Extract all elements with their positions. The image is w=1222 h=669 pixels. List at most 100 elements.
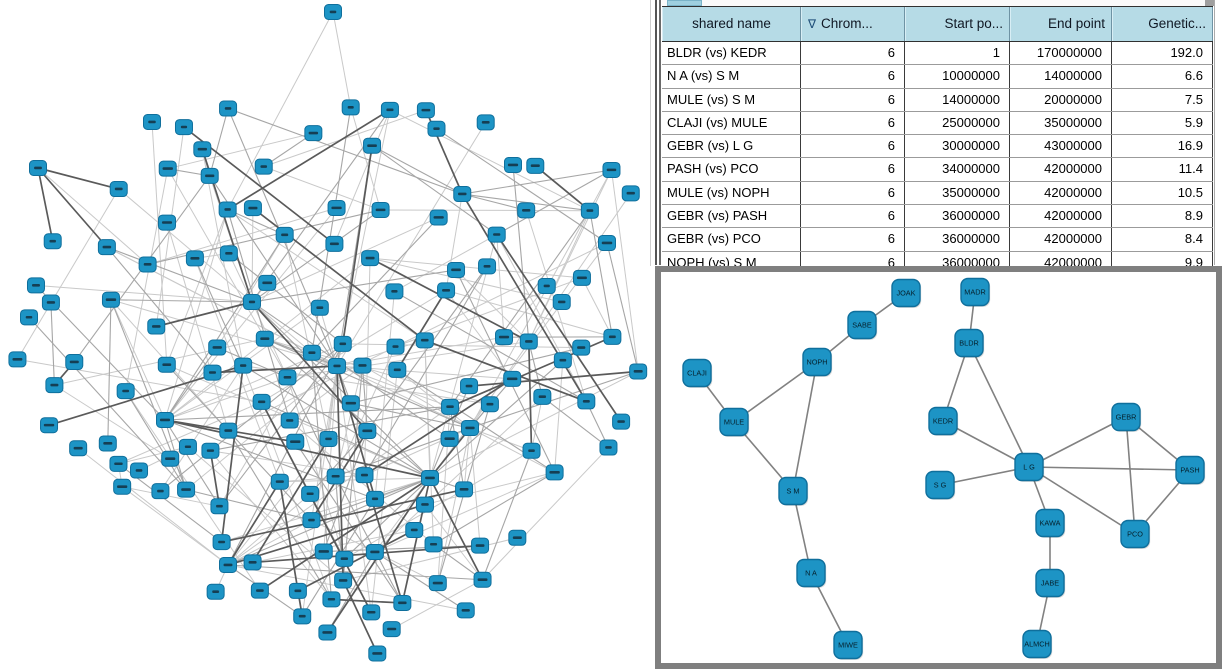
network-node[interactable]	[151, 483, 170, 500]
network-node-pash[interactable]: PASH	[1175, 455, 1206, 485]
network-node[interactable]	[388, 361, 407, 378]
network-node[interactable]	[380, 101, 399, 118]
table-cell[interactable]: 14000000	[1010, 65, 1112, 88]
network-node-pco[interactable]: PCO	[1120, 519, 1151, 549]
network-node[interactable]	[517, 202, 536, 219]
network-node[interactable]	[212, 534, 231, 551]
table-cell[interactable]: BLDR (vs) KEDR	[662, 42, 801, 65]
table-cell[interactable]: 42000000	[1010, 158, 1112, 181]
table-row[interactable]: MULE (vs) NOPH 6 35000000 42000000 10.5	[662, 181, 1213, 206]
network-node[interactable]	[193, 141, 212, 158]
network-node[interactable]	[143, 114, 161, 130]
network-node[interactable]	[382, 621, 401, 638]
network-node[interactable]	[219, 557, 237, 573]
network-node-claji[interactable]: CLAJI	[682, 358, 713, 388]
table-row[interactable]: BLDR (vs) KEDR 6 1 170000000 192.0	[662, 42, 1213, 66]
network-node-kedr[interactable]: KEDR	[928, 406, 959, 436]
network-node[interactable]	[629, 363, 648, 380]
network-node[interactable]	[218, 201, 237, 218]
network-node[interactable]	[210, 498, 229, 515]
network-node[interactable]	[371, 201, 390, 218]
table-cell[interactable]: 5.9	[1112, 111, 1213, 135]
network-node[interactable]	[427, 120, 446, 137]
network-node[interactable]	[219, 422, 238, 439]
table-cell[interactable]: 42000000	[1010, 228, 1112, 251]
table-cell[interactable]: 8.4	[1112, 228, 1213, 251]
network-node[interactable]	[437, 282, 456, 299]
table-cell[interactable]: 42000000	[1010, 251, 1112, 274]
scroll-fragment-blue[interactable]	[667, 0, 702, 6]
table-cell[interactable]: NOPH (vs) S M	[662, 251, 801, 274]
network-node[interactable]	[109, 455, 128, 472]
table-cell[interactable]: 6	[801, 65, 905, 88]
table-cell[interactable]: N A (vs) S M	[662, 65, 801, 88]
scroll-fragment-gray[interactable]	[1205, 0, 1218, 6]
network-node[interactable]	[40, 417, 59, 434]
table-cell[interactable]: 10000000	[905, 65, 1010, 88]
network-node-miwe[interactable]: MIWE	[833, 630, 864, 660]
network-node[interactable]	[393, 594, 412, 611]
network-node[interactable]	[478, 258, 497, 275]
network-node[interactable]	[363, 137, 382, 154]
network-node[interactable]	[158, 214, 177, 231]
table-cell[interactable]: 36000000	[905, 251, 1010, 274]
network-node[interactable]	[519, 333, 538, 350]
network-node[interactable]	[304, 125, 323, 142]
network-node[interactable]	[130, 462, 149, 479]
table-cell[interactable]: 35000000	[1010, 111, 1112, 135]
network-edge[interactable]	[1125, 416, 1136, 535]
network-node[interactable]	[533, 388, 552, 405]
column-header-chrom[interactable]: ∇ Chrom...	[801, 7, 905, 41]
network-node[interactable]	[621, 185, 640, 202]
network-node[interactable]	[243, 200, 262, 217]
network-node[interactable]	[147, 318, 166, 335]
network-node[interactable]	[234, 357, 253, 374]
table-row[interactable]: GEBR (vs) PASH 6 36000000 42000000 8.9	[662, 205, 1213, 229]
network-node[interactable]	[476, 114, 495, 131]
network-node[interactable]	[447, 261, 466, 278]
table-cell[interactable]: 42000000	[1010, 181, 1112, 205]
network-node[interactable]	[612, 413, 631, 430]
network-node[interactable]	[577, 393, 596, 410]
network-node[interactable]	[69, 440, 88, 457]
network-node[interactable]	[552, 293, 571, 310]
network-node[interactable]	[415, 332, 434, 349]
network-node-mule[interactable]: MULE	[719, 407, 750, 437]
network-node-noph[interactable]: NOPH	[802, 347, 833, 377]
network-node[interactable]	[429, 209, 448, 226]
network-node[interactable]	[286, 433, 305, 450]
network-node[interactable]	[341, 99, 360, 116]
network-node[interactable]	[366, 490, 385, 507]
table-cell[interactable]: 10.5	[1112, 181, 1213, 205]
network-node-l-g[interactable]: L G	[1014, 452, 1045, 482]
network-node[interactable]	[156, 412, 174, 428]
table-cell[interactable]: 8.9	[1112, 205, 1213, 228]
network-node[interactable]	[508, 529, 527, 546]
network-node[interactable]	[158, 160, 177, 177]
network-edge[interactable]	[792, 361, 818, 492]
network-node[interactable]	[335, 550, 354, 567]
network-node[interactable]	[353, 357, 372, 374]
table-cell[interactable]: 6	[801, 135, 905, 158]
network-node[interactable]	[416, 102, 435, 119]
table-cell[interactable]: 6	[801, 42, 905, 65]
network-node[interactable]	[101, 291, 120, 308]
table-cell[interactable]: 6	[801, 88, 905, 111]
network-node[interactable]	[319, 430, 338, 447]
network-node[interactable]	[325, 235, 344, 252]
network-node[interactable]	[328, 358, 346, 374]
network-node-s-m[interactable]: S M	[778, 476, 809, 506]
table-cell[interactable]: 30000000	[905, 135, 1010, 158]
network-node[interactable]	[29, 160, 47, 176]
network-node[interactable]	[45, 377, 64, 394]
network-node-s-g[interactable]: S G	[925, 470, 956, 500]
network-node[interactable]	[243, 554, 262, 571]
network-node[interactable]	[243, 294, 261, 310]
network-node[interactable]	[157, 356, 176, 373]
table-cell[interactable]: 34000000	[905, 158, 1010, 181]
table-cell[interactable]: 36000000	[905, 228, 1010, 251]
table-cell[interactable]: 6	[801, 205, 905, 228]
network-node[interactable]	[537, 278, 556, 295]
network-node[interactable]	[503, 370, 522, 387]
network-node[interactable]	[580, 202, 599, 219]
